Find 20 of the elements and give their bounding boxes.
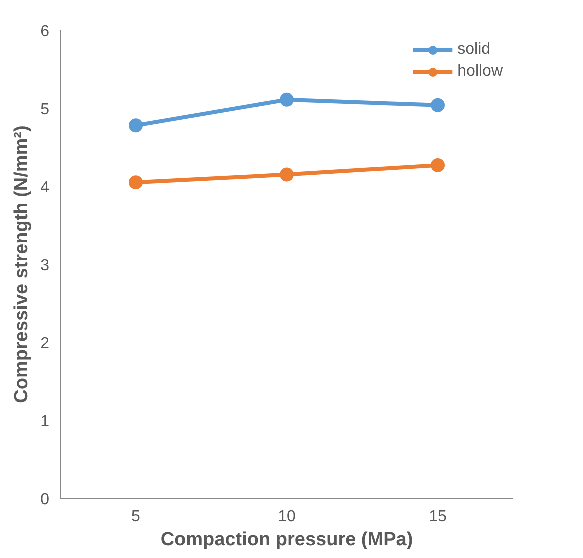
y-tick-label: 5 <box>40 102 50 118</box>
y-tick-label: 6 <box>40 24 50 40</box>
point <box>129 118 143 133</box>
x-tick-label: 10 <box>278 508 296 526</box>
x-tick-label: 5 <box>132 508 141 526</box>
y-tick-label: 2 <box>40 336 50 352</box>
y-axis-title: Compressive strength (N/mm²) <box>12 126 33 404</box>
y-tick-label: 4 <box>40 180 50 196</box>
x-tick-label: 15 <box>429 508 447 526</box>
point <box>280 168 294 182</box>
point <box>129 176 143 190</box>
x-axis-title: Compaction pressure (MPa) <box>160 530 414 550</box>
y-tick-label: 3 <box>40 258 50 274</box>
point <box>431 158 445 172</box>
legend-label: solid <box>458 41 491 59</box>
point <box>431 98 445 112</box>
y-tick-label: 0 <box>40 492 50 508</box>
y-tick-label: 1 <box>40 414 50 430</box>
point <box>280 92 294 107</box>
legend-label: hollow <box>458 63 503 81</box>
